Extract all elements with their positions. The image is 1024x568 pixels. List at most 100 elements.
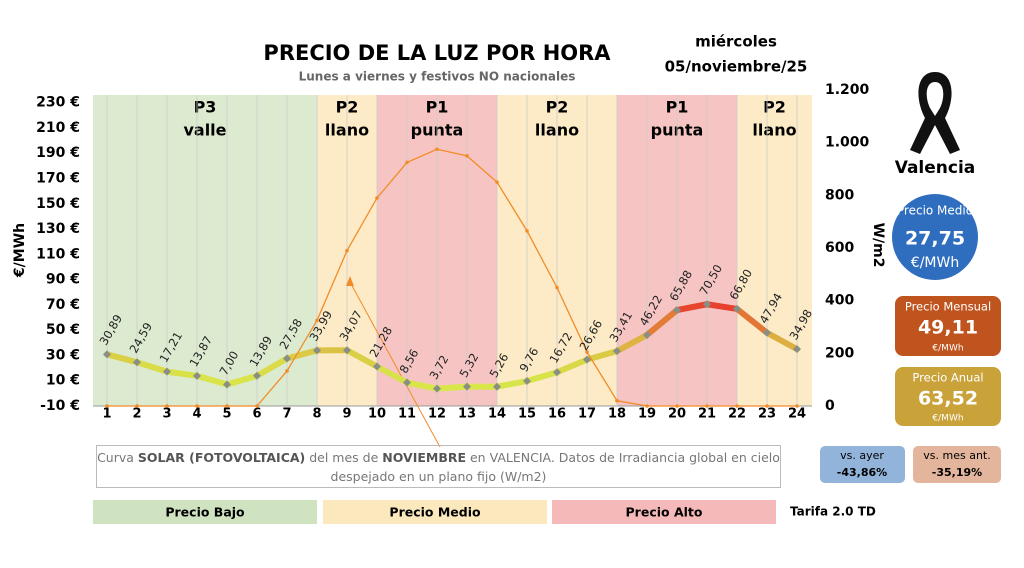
solar-point: [615, 398, 619, 403]
x-tick-label: 18: [608, 407, 626, 422]
price-segment: [764, 329, 800, 353]
y2-tick-label: 1.000: [825, 135, 870, 151]
solar-point: [405, 160, 409, 165]
solar-point: [705, 404, 709, 408]
y-tick-label: 10 €: [46, 373, 80, 389]
x-tick-label: 8: [312, 407, 321, 422]
note-text: NOVIEMBRE: [382, 450, 467, 465]
x-tick-label: 20: [668, 407, 686, 422]
note-text: en VALENCIA. Datos de Irradiancia global…: [330, 450, 780, 484]
y-tick-label: 70 €: [46, 297, 80, 313]
tariff: Tarifa 2.0 TD: [790, 505, 876, 519]
solar-point: [195, 404, 199, 408]
chart-subtitle: Lunes a viernes y festivos NO nacionales: [299, 70, 576, 84]
period-code: P3: [194, 98, 217, 117]
price-point: [583, 355, 591, 364]
annual-title: Precio Anual: [912, 371, 983, 385]
price-point: [133, 358, 141, 367]
solar-point: [255, 404, 259, 408]
solar-point: [585, 350, 589, 354]
mean-badge: [892, 194, 978, 280]
arrow-head: [346, 276, 354, 286]
price-segment: [554, 356, 590, 376]
period-band: [93, 95, 317, 406]
solar-point: [465, 154, 469, 158]
price-segment: [644, 307, 680, 338]
solar-point: [555, 285, 559, 290]
note-text: del mes de: [305, 450, 383, 465]
x-tick-label: 19: [638, 407, 656, 422]
price-point: [523, 377, 531, 386]
y-tick-label: 210 €: [36, 120, 80, 136]
price-point: [433, 384, 441, 393]
city: Valencia: [895, 158, 976, 178]
vs-day-box: [820, 446, 905, 483]
price-point: [673, 306, 681, 315]
x-tick-label: 11: [398, 407, 416, 422]
price-point: [403, 378, 411, 387]
note: Curva SOLAR (FOTOVOLTAICA) del mes de NO…: [96, 445, 781, 488]
solar-point: [795, 404, 799, 408]
monthly-unit: €/MWh: [932, 344, 963, 354]
x-tick-label: 9: [342, 407, 351, 422]
y2-tick-label: 800: [825, 187, 854, 203]
chart-title: PRECIO DE LA LUZ POR HORA: [263, 41, 611, 65]
y-tick-label: 130 €: [36, 221, 80, 237]
x-tick-label: 3: [162, 407, 171, 422]
vs-month-title: vs. mes ant.: [923, 449, 990, 462]
y2-tick-label: 200: [825, 345, 854, 361]
y-tick-label: 30 €: [46, 347, 80, 363]
y-tick-label: 90 €: [46, 272, 80, 288]
price-segment: [494, 378, 530, 390]
y-tick-label: 170 €: [36, 170, 80, 186]
solar-point: [135, 404, 139, 408]
price-point: [793, 345, 801, 354]
price-segment: [614, 331, 650, 355]
price-segment: [374, 363, 410, 386]
y-axis-label: €/MWh: [12, 223, 28, 278]
date: 05/noviembre/25: [665, 58, 808, 76]
solar-point: [105, 404, 109, 408]
price-point: [223, 380, 231, 389]
note-text: Curva: [97, 450, 138, 465]
annual-unit: €/MWh: [932, 414, 963, 424]
price-point: [373, 362, 381, 371]
legend-label: Precio Medio: [389, 505, 481, 520]
vs-day-title: vs. ayer: [840, 449, 884, 462]
x-tick-label: 10: [368, 407, 386, 422]
x-tick-label: 7: [282, 407, 291, 422]
y-tick-label: 230 €: [36, 95, 80, 111]
price-segment: [134, 359, 170, 375]
x-tick-label: 14: [488, 407, 506, 422]
legend-label: Precio Bajo: [165, 505, 245, 520]
y-tick-label: 110 €: [36, 246, 80, 262]
x-tick-label: 17: [578, 407, 596, 422]
price-segment: [524, 369, 560, 385]
x-tick-label: 2: [132, 407, 141, 422]
solar-point: [345, 248, 349, 253]
price-segment: [434, 383, 470, 392]
solar-point: [645, 404, 649, 408]
y2-tick-label: 600: [825, 240, 854, 256]
y2-tick-label: 1.200: [825, 82, 870, 98]
price-point: [103, 350, 111, 359]
price-segment: [224, 372, 260, 388]
price-segment: [344, 347, 380, 370]
price-segment: [254, 355, 290, 379]
solar-point: [765, 404, 769, 408]
solar-line: [107, 148, 797, 407]
price-point: [763, 328, 771, 337]
price-point: [463, 382, 471, 391]
x-tick-label: 1: [102, 407, 111, 422]
monthly-title: Precio Mensual: [905, 300, 991, 314]
monthly-value: 49,11: [918, 317, 978, 339]
legend-swatch: [323, 500, 547, 524]
mean-unit: €/MWh: [911, 255, 959, 271]
solar-point: [675, 404, 679, 408]
x-tick-label: 4: [192, 407, 201, 422]
price-point: [343, 346, 351, 355]
price-point: [643, 330, 651, 339]
price-segment: [584, 348, 620, 363]
price-segment: [404, 379, 440, 392]
